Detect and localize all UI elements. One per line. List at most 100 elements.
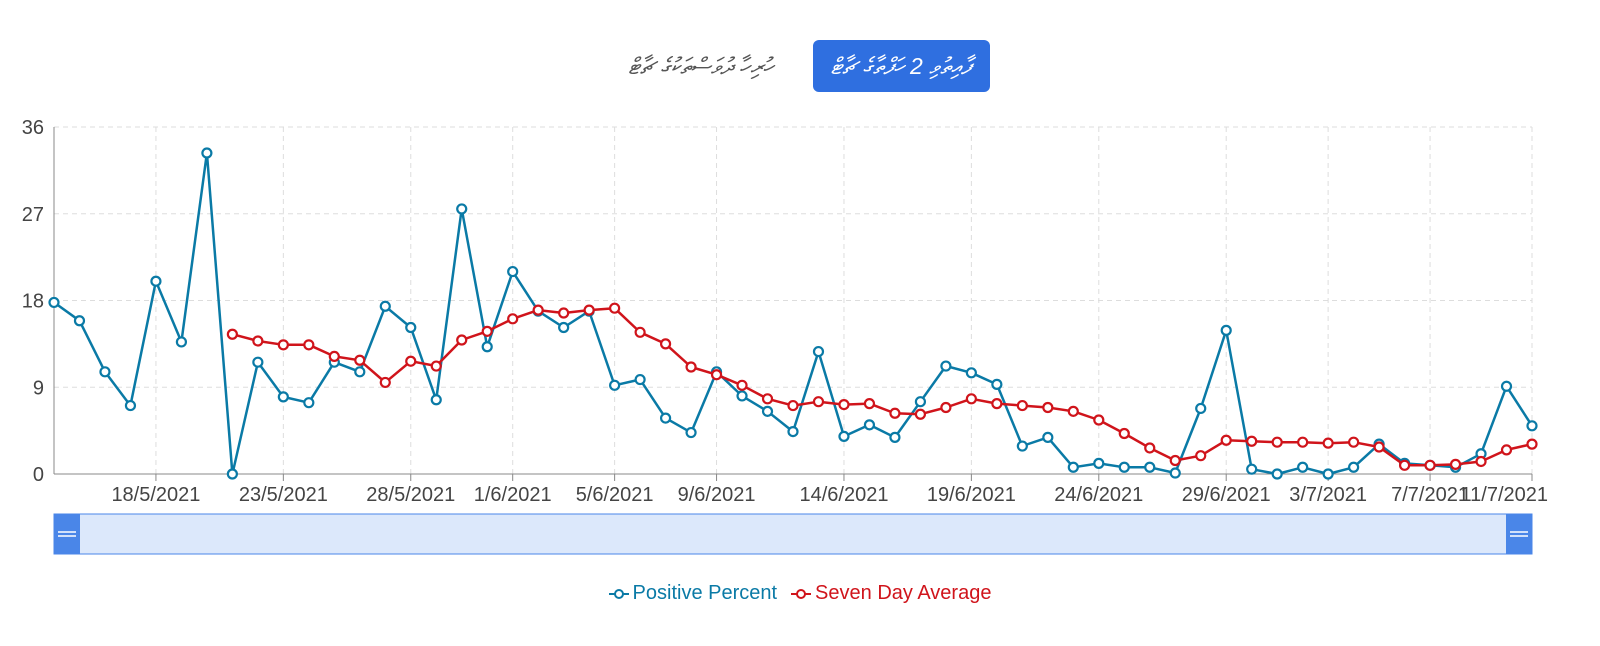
data-point-positive-percent	[558, 321, 570, 334]
data-point-seven-day-average	[710, 369, 723, 381]
data-point-positive-percent	[1297, 461, 1309, 473]
data-point-positive-percent	[1042, 431, 1054, 443]
data-point-positive-percent	[863, 419, 876, 431]
data-point-positive-percent	[1500, 380, 1513, 392]
x-tick-label: 9/6/2021	[678, 484, 756, 506]
data-point-positive-percent	[99, 366, 111, 378]
data-point-seven-day-average	[991, 398, 1003, 410]
navigator-right-handle[interactable]	[1506, 514, 1532, 554]
data-point-positive-percent	[481, 341, 493, 353]
data-point-seven-day-average	[1348, 436, 1360, 448]
data-point-seven-day-average	[303, 339, 315, 351]
x-tick-label: 5/6/2021	[576, 484, 654, 506]
data-point-seven-day-average	[761, 393, 774, 405]
chart-grid	[54, 126, 1533, 474]
data-point-seven-day-average	[889, 407, 901, 419]
last-two-weeks-chart-button[interactable]: ފާއިތުވި 2 ހަފްތާގެ ޗާޓް	[812, 40, 990, 92]
data-point-positive-percent	[1067, 461, 1079, 473]
data-point-seven-day-average	[1016, 399, 1028, 412]
data-point-positive-percent	[609, 379, 621, 391]
x-tick-label: 24/6/2021	[1054, 484, 1143, 506]
data-point-positive-percent	[1322, 468, 1334, 480]
x-tick-label: 29/6/2021	[1182, 484, 1271, 506]
data-point-positive-percent	[150, 275, 162, 287]
x-tick-label: 28/5/2021	[366, 484, 455, 506]
data-point-seven-day-average	[1500, 444, 1513, 456]
data-point-seven-day-average	[481, 325, 493, 337]
data-point-seven-day-average	[379, 376, 391, 389]
data-point-positive-percent	[303, 397, 315, 409]
data-point-positive-percent	[1348, 461, 1360, 473]
data-point-positive-percent	[379, 300, 391, 312]
data-point-positive-percent	[914, 396, 927, 408]
x-tick-label: 7/7/2021	[1391, 484, 1469, 506]
data-point-positive-percent	[1246, 463, 1258, 475]
data-point-seven-day-average	[1526, 438, 1538, 450]
data-point-seven-day-average	[1169, 454, 1181, 467]
y-tick-label: 9	[33, 377, 44, 399]
data-point-seven-day-average	[1246, 435, 1258, 447]
legend-item-seven-day-average[interactable]: Seven Day Average	[791, 582, 991, 605]
data-point-seven-day-average	[430, 360, 442, 372]
legend-label-seven-day-average: Seven Day Average	[815, 582, 992, 604]
data-point-seven-day-average	[609, 302, 621, 314]
data-point-positive-percent	[965, 367, 977, 379]
data-point-positive-percent	[1093, 457, 1105, 469]
data-point-positive-percent	[48, 296, 60, 309]
data-point-seven-day-average	[328, 350, 340, 363]
data-point-positive-percent	[405, 321, 417, 334]
data-point-positive-percent	[889, 431, 901, 443]
data-point-seven-day-average	[226, 328, 238, 340]
data-point-seven-day-average	[1271, 436, 1283, 448]
data-point-seven-day-average	[252, 335, 264, 347]
x-tick-label: 19/6/2021	[927, 484, 1016, 506]
legend-marker-average-icon	[791, 588, 812, 599]
data-point-positive-percent	[1220, 324, 1232, 336]
data-point-seven-day-average	[583, 304, 595, 316]
data-point-seven-day-average	[914, 408, 927, 420]
data-point-seven-day-average	[1475, 455, 1487, 468]
data-point-seven-day-average	[405, 355, 417, 367]
data-point-seven-day-average	[1322, 437, 1334, 449]
data-point-positive-percent	[1118, 461, 1130, 473]
navigator-selection	[53, 513, 1533, 555]
series-line-positive-percent	[53, 151, 1534, 476]
x-tick-label: 14/6/2021	[799, 484, 888, 506]
data-point-positive-percent	[787, 425, 799, 438]
data-point-seven-day-average	[277, 339, 289, 351]
data-point-seven-day-average	[1398, 459, 1411, 471]
y-tick-label: 18	[22, 291, 44, 313]
data-point-seven-day-average	[634, 326, 646, 338]
data-point-positive-percent	[991, 378, 1003, 390]
series-line-seven-day-average	[232, 306, 1533, 467]
data-point-seven-day-average	[838, 399, 850, 411]
data-point-seven-day-average	[1042, 401, 1054, 414]
line-chart: 0 9 18 27 36 18/5/2021 23/5/2021 28/5/2021 1/6/…	[22, 117, 1548, 555]
data-point-seven-day-average	[812, 396, 825, 408]
data-point-positive-percent	[73, 315, 86, 327]
chart-range-toggle: ހުރިހާ ދުވަސްތަކުގެ ޗާޓް ފާއިތުވި 2 ހަފް…	[0, 40, 1600, 92]
data-point-positive-percent	[354, 366, 366, 378]
range-navigator[interactable]	[53, 513, 1533, 555]
data-point-seven-day-average	[787, 399, 799, 412]
all-days-chart-button[interactable]: ހުރިހާ ދުވަސްތަކުގެ ޗާޓް	[610, 40, 790, 92]
data-point-positive-percent	[507, 265, 519, 278]
data-point-seven-day-average	[1424, 459, 1436, 471]
legend-marker-positive-icon	[608, 588, 629, 599]
data-point-seven-day-average	[863, 398, 876, 410]
y-tick-label: 36	[22, 117, 44, 139]
data-point-seven-day-average	[1118, 427, 1130, 440]
legend-label-positive-percent: Positive Percent	[632, 582, 778, 604]
data-point-positive-percent	[1195, 402, 1207, 415]
data-point-positive-percent	[252, 356, 264, 368]
y-tick-label: 27	[22, 204, 44, 226]
chart-legend: Positive Percent Seven Day Average	[0, 582, 1600, 605]
navigator-left-handle[interactable]	[54, 514, 80, 554]
legend-item-positive-percent[interactable]: Positive Percent	[608, 582, 778, 605]
x-axis-ticks: 18/5/2021 23/5/2021 28/5/2021 1/6/2021 5/6/2…	[111, 484, 1548, 506]
data-point-positive-percent	[1526, 420, 1538, 432]
data-point-seven-day-average	[1449, 458, 1462, 470]
data-point-positive-percent	[761, 405, 774, 417]
x-tick-label: 23/5/2021	[239, 484, 328, 506]
data-point-positive-percent	[201, 147, 213, 159]
